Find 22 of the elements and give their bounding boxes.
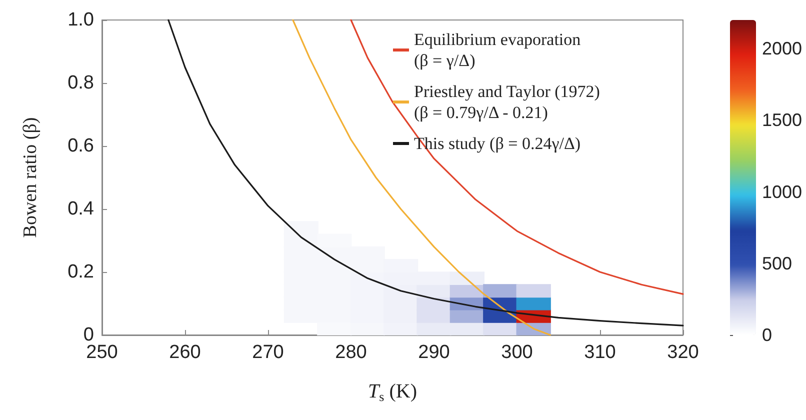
color-bar-label: 1000: [762, 182, 802, 202]
y-tick-label: 0.4: [68, 198, 94, 220]
y-axis-title: Bowen ratio (β): [20, 117, 41, 238]
y-tick-label: 0.6: [68, 136, 94, 156]
color-bar-label: 500: [762, 253, 792, 274]
line-series: [350, 19, 684, 295]
y-tick-label: 1.0: [68, 10, 94, 30]
y-tick-label: 0.8: [68, 72, 94, 94]
color-bar-label: 2000: [762, 38, 802, 59]
x-tick-label: 320: [667, 342, 699, 363]
line-series: [168, 19, 684, 326]
x-tick-label: 300: [501, 342, 533, 363]
x-tick-label: 310: [584, 342, 616, 363]
x-tick-label: 290: [418, 342, 450, 363]
legend-label: Equilibrium evaporation (β = γ/Δ): [414, 30, 582, 70]
x-tick-label: 260: [169, 342, 201, 363]
x-tick-label: 270: [252, 342, 284, 363]
color-bar-label: 1500: [762, 110, 802, 130]
y-tick-label: 0.2: [68, 262, 94, 282]
legend-label: Priestley and Taylor (1972) (β = 0.79γ/Δ - 0.21): [414, 82, 600, 122]
color-bar-label: 0: [762, 325, 772, 345]
x-tick-label: 280: [335, 342, 367, 363]
